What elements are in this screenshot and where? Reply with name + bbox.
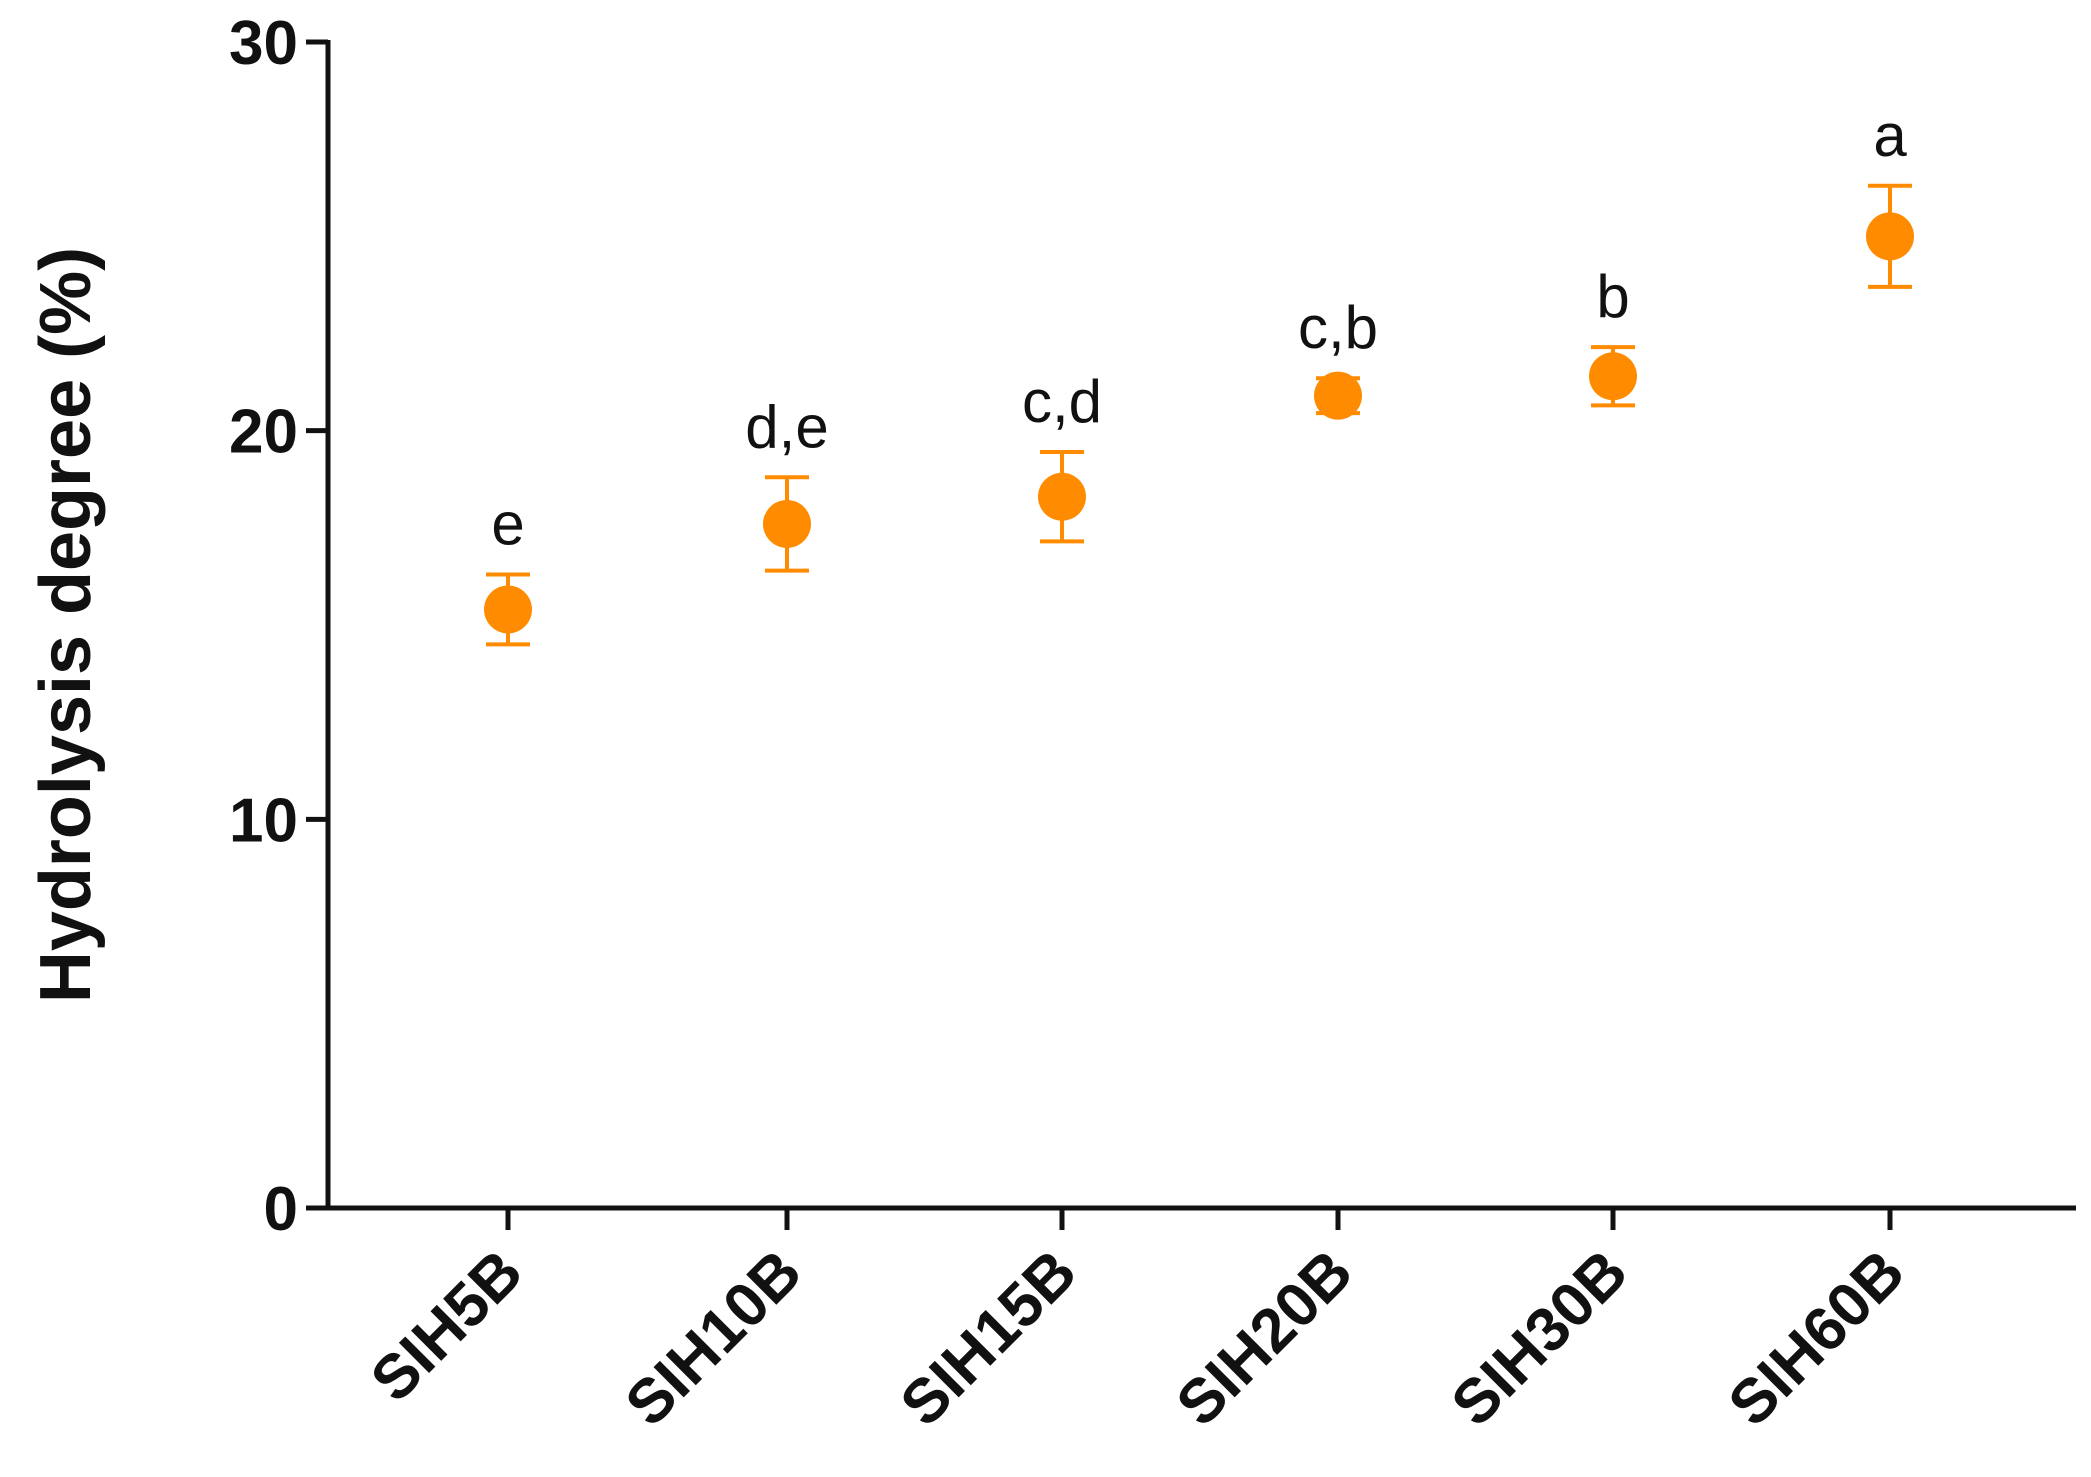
- y-axis: 0 10 20 30: [229, 9, 331, 1244]
- significance-letter: c,d: [1022, 368, 1102, 435]
- data-point-group: d,e: [745, 393, 829, 573]
- data-point: [1589, 352, 1637, 401]
- data-point: [1038, 472, 1086, 521]
- data-point-group: c,b: [1298, 294, 1378, 420]
- y-axis-label: Hydrolysis degree (%): [26, 247, 106, 1003]
- significance-letter: d,e: [745, 393, 828, 460]
- x-tick-label: SIH10B: [613, 1237, 815, 1439]
- data-point: [1314, 371, 1362, 420]
- data-point: [763, 499, 811, 548]
- data-point: [1866, 212, 1914, 261]
- y-tick-label: 0: [264, 1175, 298, 1244]
- significance-letter: e: [491, 490, 524, 557]
- data-point-group: a: [1866, 102, 1914, 289]
- y-ticks: 0 10 20 30: [229, 9, 328, 1244]
- y-tick-label: 10: [229, 786, 298, 855]
- x-tick-label: SIH30B: [1439, 1237, 1641, 1439]
- data-point-group: e: [484, 490, 532, 647]
- data-point-group: c,d: [1022, 368, 1102, 544]
- significance-letter: b: [1596, 263, 1629, 330]
- x-tick-label: SIH5B: [358, 1237, 536, 1415]
- data-points: e d,e c,d c,b b a: [484, 102, 1914, 647]
- data-point: [484, 585, 532, 634]
- y-tick-label: 30: [229, 9, 298, 78]
- x-tick-label: SIH60B: [1716, 1237, 1918, 1439]
- significance-letter: a: [1873, 102, 1907, 169]
- data-point-group: b: [1589, 263, 1637, 408]
- significance-letter: c,b: [1298, 294, 1378, 361]
- x-tick-label: SIH20B: [1164, 1237, 1366, 1439]
- x-tick-label: SIH15B: [888, 1237, 1090, 1439]
- x-axis: SIH5B SIH10B SIH15B SIH20B SIH30B SIH60B: [326, 1205, 2076, 1439]
- x-ticks: SIH5B SIH10B SIH15B SIH20B SIH30B SIH60B: [358, 1208, 1918, 1439]
- y-tick-label: 20: [229, 398, 298, 467]
